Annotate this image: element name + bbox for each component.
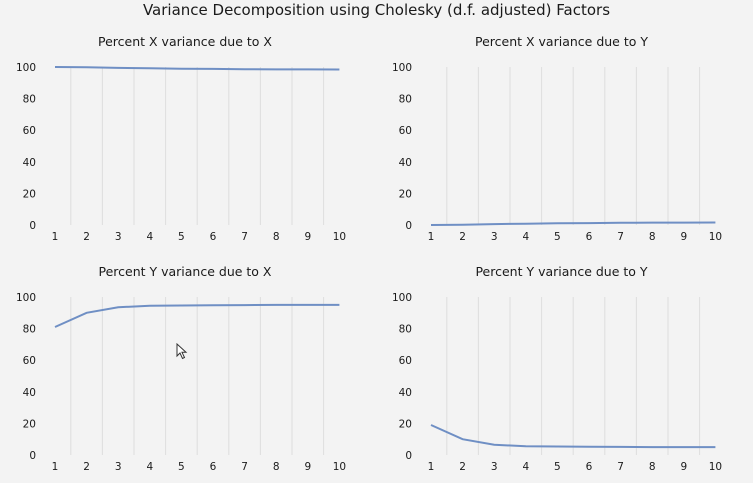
x-tick-label: 8 xyxy=(273,231,280,243)
series-line xyxy=(54,66,340,71)
x-tick-label: 1 xyxy=(428,461,435,473)
x-tick-label: 10 xyxy=(333,231,346,243)
x-tick-label: 6 xyxy=(586,461,593,473)
y-tick-label: 100 xyxy=(392,292,412,304)
chart-y-due-to-x: Percent Y variance due to X 0 20 40 60 80 100 1… xyxy=(16,264,346,473)
x-tick-label: 10 xyxy=(709,231,722,243)
series-line xyxy=(430,424,716,449)
x-tick-label: 6 xyxy=(210,231,217,243)
x-tick-label: 10 xyxy=(333,461,346,473)
x-tick-label: 6 xyxy=(210,461,217,473)
x-tick-label: 4 xyxy=(146,231,153,243)
x-tick-label: 10 xyxy=(709,461,722,473)
chart-title: Percent Y variance due to X xyxy=(98,264,271,279)
x-tick-label: 1 xyxy=(52,231,59,243)
y-tick-label: 80 xyxy=(399,324,412,336)
y-tick-label: 20 xyxy=(23,418,36,430)
x-tick-label: 2 xyxy=(459,461,466,473)
x-tick-label: 4 xyxy=(146,461,153,473)
y-tick-label: 0 xyxy=(405,450,412,462)
y-tick-label: 40 xyxy=(399,157,412,169)
x-tick-label: 9 xyxy=(304,461,311,473)
y-tick-label: 20 xyxy=(23,188,36,200)
chart-x-due-to-y: Percent X variance due to Y 0 20 40 60 80 100 1… xyxy=(392,34,722,243)
chart-y-due-to-y: Percent Y variance due to Y 0 20 40 60 80 100 1… xyxy=(392,264,722,473)
x-tick-label: 2 xyxy=(459,231,466,243)
y-tick-label: 80 xyxy=(23,94,36,106)
y-tick-label: 0 xyxy=(29,450,36,462)
x-tick-label: 3 xyxy=(115,461,122,473)
y-tick-label: 0 xyxy=(29,220,36,232)
page-title: Variance Decomposition using Cholesky (d… xyxy=(142,1,611,19)
x-tick-label: 6 xyxy=(586,231,593,243)
chart-title: Percent X variance due to Y xyxy=(475,34,648,49)
x-tick-label: 3 xyxy=(491,461,498,473)
x-tick-label: 4 xyxy=(522,231,529,243)
y-tick-label: 0 xyxy=(405,220,412,232)
mouse-pointer-icon xyxy=(176,343,188,360)
chart-title: Percent Y variance due to Y xyxy=(475,264,647,279)
x-tick-label: 5 xyxy=(178,461,185,473)
x-tick-label: 7 xyxy=(241,461,248,473)
x-tick-label: 7 xyxy=(241,231,248,243)
x-tick-label: 7 xyxy=(617,231,624,243)
y-tick-label: 40 xyxy=(23,387,36,399)
x-tick-label: 8 xyxy=(649,461,656,473)
y-tick-label: 80 xyxy=(399,94,412,106)
y-tick-label: 100 xyxy=(16,292,36,304)
y-tick-label: 20 xyxy=(399,418,412,430)
x-tick-label: 1 xyxy=(428,231,435,243)
x-tick-label: 2 xyxy=(83,231,90,243)
x-tick-label: 5 xyxy=(554,461,561,473)
x-tick-label: 8 xyxy=(649,231,656,243)
x-tick-label: 5 xyxy=(178,231,185,243)
x-tick-label: 9 xyxy=(680,461,687,473)
y-tick-label: 60 xyxy=(23,355,36,367)
x-tick-label: 3 xyxy=(491,231,498,243)
y-tick-label: 20 xyxy=(399,188,412,200)
x-tick-label: 7 xyxy=(617,461,624,473)
y-tick-label: 40 xyxy=(23,157,36,169)
y-tick-label: 60 xyxy=(23,125,36,137)
chart-x-due-to-x: Percent X variance due to X 0 20 40 60 80 100 1… xyxy=(16,34,346,243)
series-line xyxy=(430,221,716,226)
series-line xyxy=(54,303,340,328)
chart-title: Percent X variance due to X xyxy=(98,34,272,49)
x-tick-label: 2 xyxy=(83,461,90,473)
y-tick-label: 40 xyxy=(399,387,412,399)
x-tick-label: 9 xyxy=(304,231,311,243)
x-tick-label: 8 xyxy=(273,461,280,473)
x-tick-label: 9 xyxy=(680,231,687,243)
y-tick-label: 100 xyxy=(16,62,36,74)
x-tick-label: 5 xyxy=(554,231,561,243)
y-tick-label: 100 xyxy=(392,62,412,74)
x-tick-label: 1 xyxy=(52,461,59,473)
y-tick-label: 60 xyxy=(399,355,412,367)
y-tick-label: 80 xyxy=(23,324,36,336)
y-tick-label: 60 xyxy=(399,125,412,137)
x-tick-label: 3 xyxy=(115,231,122,243)
x-tick-label: 4 xyxy=(522,461,529,473)
